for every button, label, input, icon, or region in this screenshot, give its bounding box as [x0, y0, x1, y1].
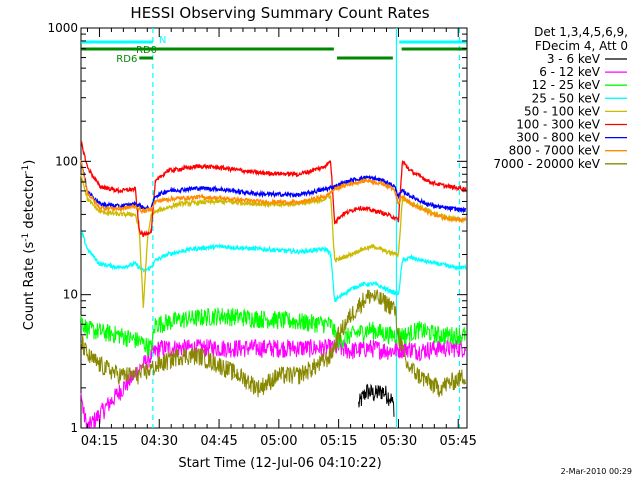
legend-label: 300 - 800 keV: [516, 131, 600, 145]
legend-header-detectors: Det 1,3,4,5,6,9,: [534, 25, 628, 39]
y-axis-label: Count Rate (s-1 detector-1): [21, 160, 37, 331]
flag-label: RD6: [116, 54, 137, 65]
series-line: [358, 383, 395, 417]
x-axis-label: Start Time (12-Jul-06 04:10:22): [178, 456, 381, 471]
y-tick-label: 1: [70, 421, 78, 435]
legend-label: 800 - 7000 keV: [509, 144, 601, 158]
series-lines: [80, 141, 467, 429]
y-tick-label: 100: [55, 154, 78, 168]
legend: Det 1,3,4,5,6,9, FDecim 4, Att 0 3 - 6 k…: [493, 25, 628, 171]
legend-label: 25 - 50 keV: [532, 91, 601, 105]
orbit-markers: [152, 28, 461, 428]
y-tick-label: 10: [63, 288, 78, 302]
plot-frame: [80, 27, 468, 429]
x-tick-label: 04:30: [141, 434, 178, 449]
x-tick-label: 05:45: [439, 434, 476, 449]
x-tick-label: 05:15: [320, 434, 357, 449]
x-tick-label: 04:15: [81, 434, 118, 449]
series-line: [80, 159, 467, 223]
series-line: [80, 229, 467, 303]
legend-label: 12 - 25 keV: [532, 78, 601, 92]
x-tick-label: 05:00: [260, 434, 297, 449]
y-tick-label: 1000: [47, 21, 78, 35]
flag-label: N: [159, 35, 166, 46]
footer-timestamp: 2-Mar-2010 00:29: [561, 467, 632, 476]
legend-label: 100 - 300 keV: [516, 118, 600, 132]
x-axis: 04:15 04:30 04:45 05:00 05:15 05:30 05:45: [81, 28, 477, 449]
legend-label: 3 - 6 keV: [547, 52, 601, 66]
legend-label: 50 - 100 keV: [524, 104, 601, 118]
legend-header-settings: FDecim 4, Att 0: [535, 39, 628, 53]
legend-label: 7000 - 20000 keV: [493, 157, 600, 171]
series-line: [80, 141, 467, 238]
series-line: [80, 289, 467, 398]
chart-title: HESSI Observing Summary Count Rates: [130, 4, 429, 22]
x-tick-label: 05:30: [380, 434, 417, 449]
flag-label: RD0: [136, 45, 157, 56]
x-tick-label: 04:45: [200, 434, 237, 449]
y-axis: 1 10 100 1000: [47, 21, 467, 435]
legend-label: 6 - 12 keV: [539, 65, 601, 79]
